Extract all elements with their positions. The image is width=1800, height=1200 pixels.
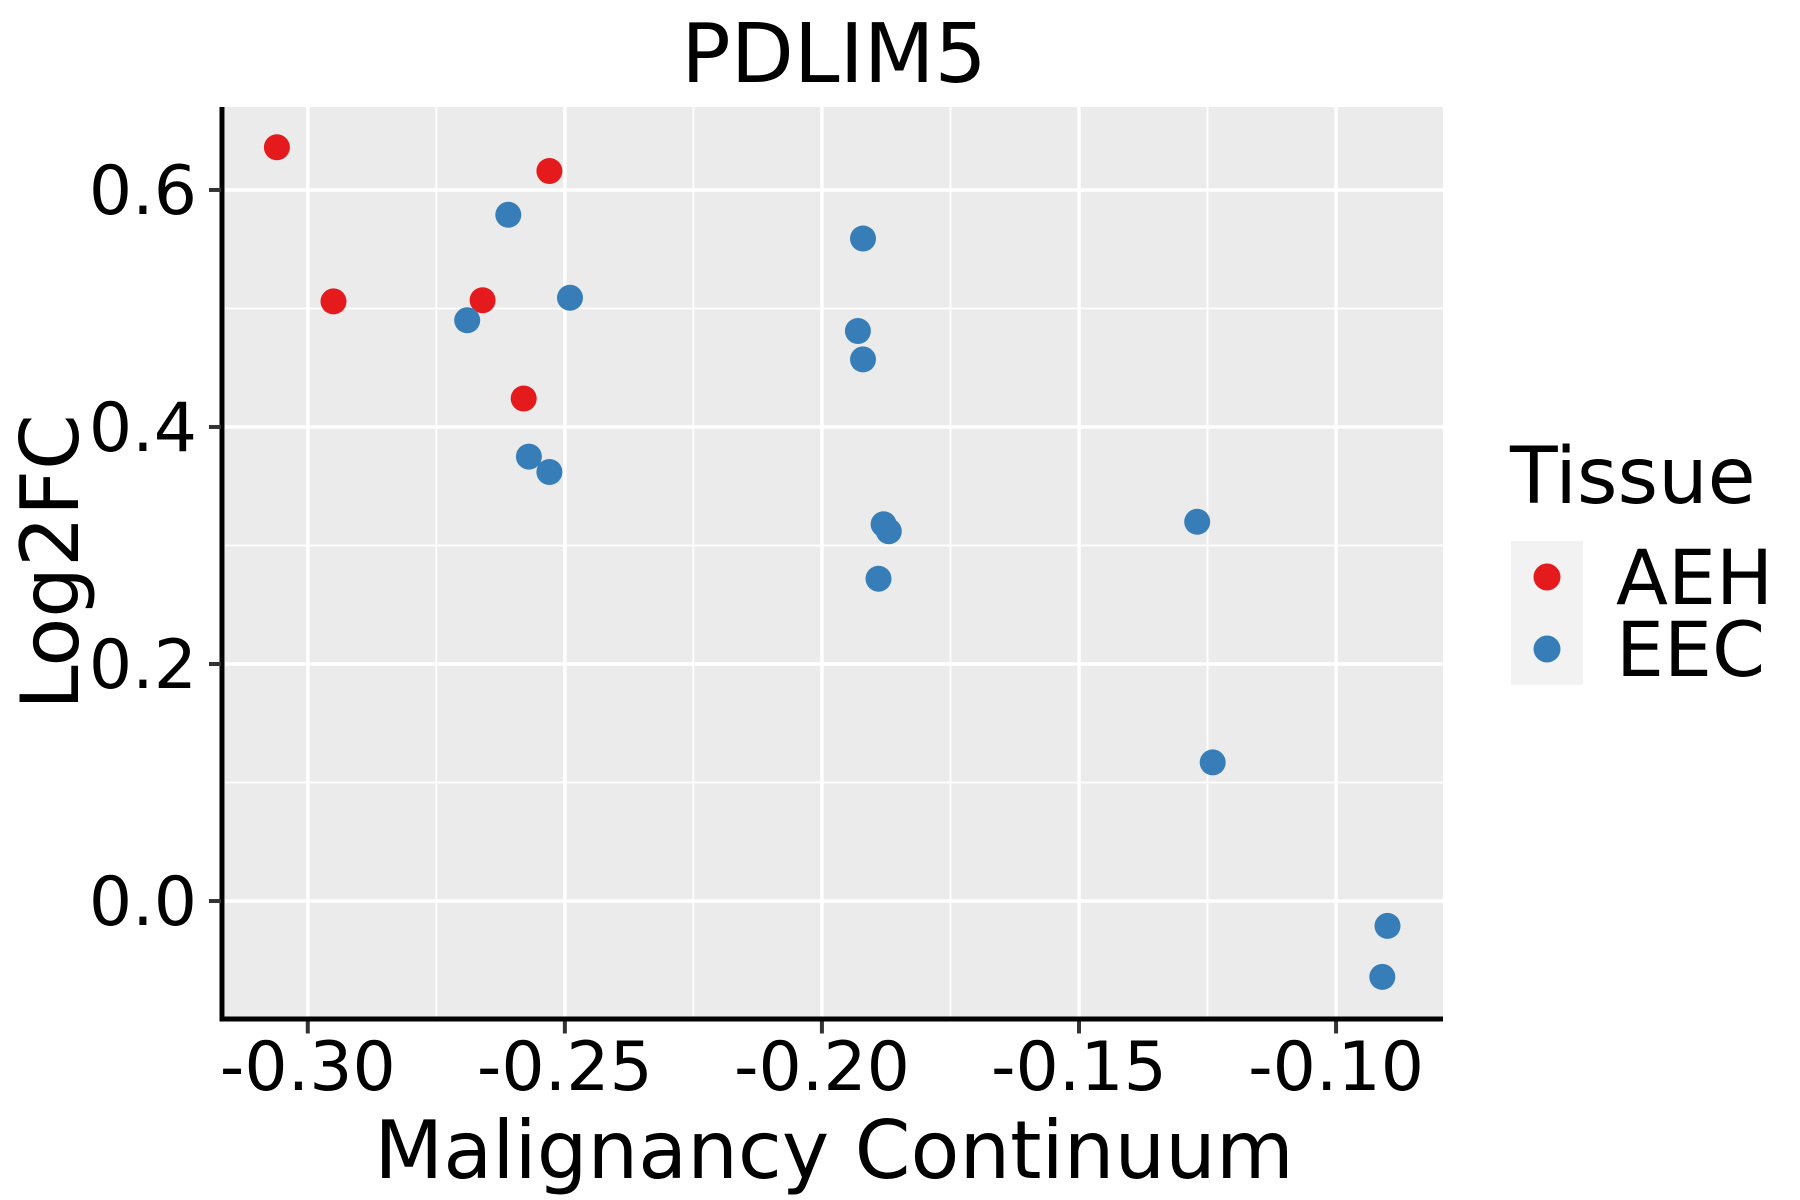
point-aeh	[510, 385, 537, 412]
x-tick-labels: -0.30 -0.25 -0.20 -0.15 -0.10	[220, 1028, 1424, 1107]
point-eec	[495, 201, 522, 228]
x-tick-label: -0.15	[991, 1028, 1167, 1107]
point-eec	[1369, 963, 1396, 990]
point-eec	[844, 318, 871, 344]
point-aeh	[536, 158, 563, 184]
y-axis-title: Log2FC	[4, 414, 97, 710]
minor-gridlines	[225, 107, 1443, 1018]
y-tick-labels: 0.0 0.2 0.4 0.6	[89, 152, 197, 942]
point-eec	[454, 307, 481, 334]
point-eec	[536, 459, 563, 485]
x-tick-label: -0.25	[477, 1028, 653, 1107]
plot-panel	[225, 107, 1443, 1018]
legend-dot-aeh	[1533, 563, 1561, 591]
tick-marks	[209, 187, 1339, 1034]
x-tick-label: -0.10	[1248, 1028, 1424, 1107]
point-aeh	[263, 134, 290, 161]
legend-dot-eec	[1533, 635, 1561, 663]
major-gridlines	[225, 107, 1443, 1018]
legend-label-eec: EEC	[1616, 605, 1765, 694]
point-eec	[1184, 508, 1211, 535]
legend: Tissue AEH EEC	[1509, 432, 1773, 694]
legend-label-aeh: AEH	[1616, 533, 1773, 622]
point-eec	[850, 346, 876, 373]
data-points	[263, 134, 1401, 990]
point-aeh	[320, 288, 347, 315]
point-eec	[515, 443, 542, 470]
chart-title: PDLIM5	[681, 7, 986, 102]
x-tick-label: -0.20	[734, 1028, 910, 1107]
y-tick-label: 0.4	[89, 389, 197, 468]
y-tick-label: 0.0	[89, 863, 197, 942]
point-eec	[1199, 749, 1226, 776]
point-eec	[557, 284, 583, 311]
point-eec	[1374, 912, 1401, 939]
point-aeh	[469, 287, 496, 314]
x-tick-label: -0.30	[220, 1028, 396, 1107]
point-eec	[865, 565, 892, 592]
legend-title: Tissue	[1509, 432, 1756, 522]
point-eec	[850, 225, 876, 252]
y-tick-label: 0.2	[89, 626, 197, 705]
point-eec	[875, 518, 902, 545]
x-axis-title: Malignancy Continuum	[374, 1104, 1294, 1197]
y-tick-label: 0.6	[89, 152, 197, 231]
